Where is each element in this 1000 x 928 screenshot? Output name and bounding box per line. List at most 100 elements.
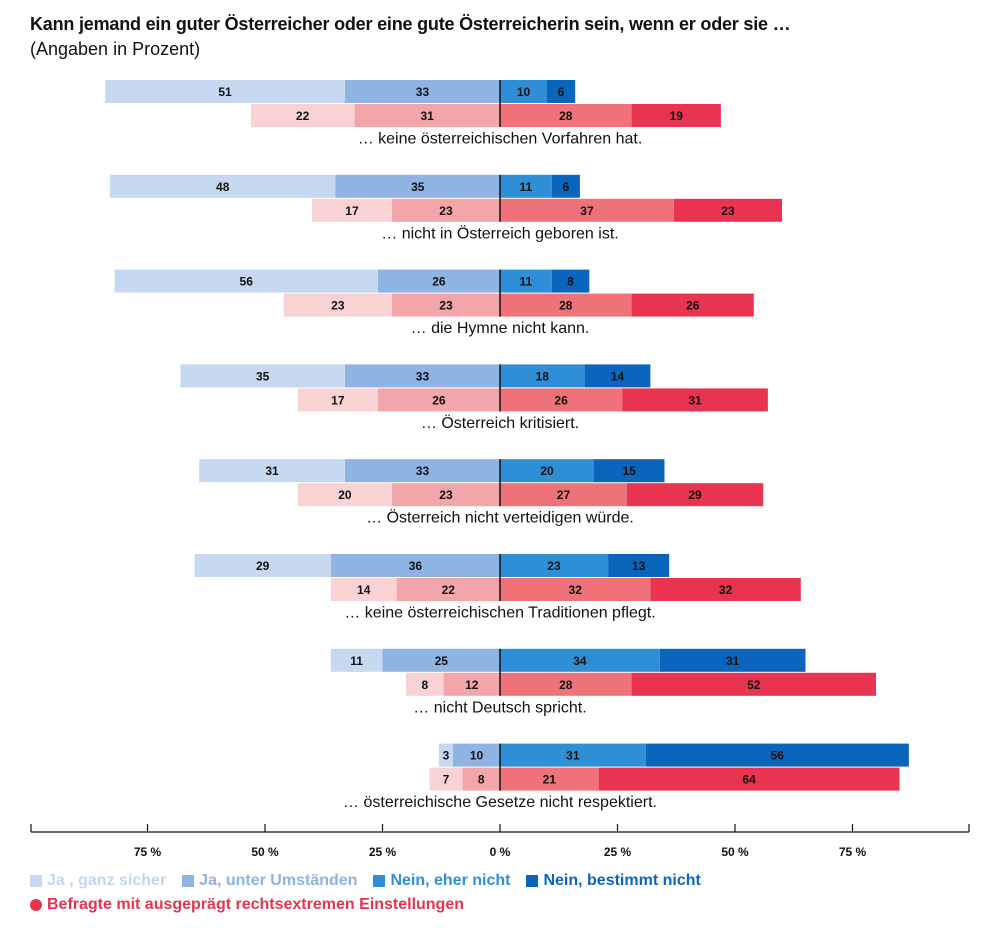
bar-rechtsextrem-nein-eher-nicht-4 bbox=[500, 388, 623, 412]
bar-all-nein-eher-nicht-1 bbox=[500, 80, 547, 103]
bar-rechtsextrem-nein-bestimmt-nicht-5 bbox=[626, 483, 764, 507]
x-tick-label-5: 25 % bbox=[604, 845, 632, 859]
bar-label-rechtsextrem-nein-eher-nicht-3: 28 bbox=[559, 299, 573, 313]
bar-label-all-ja-ganz-sicher-1: 51 bbox=[218, 85, 232, 99]
bar-all-ja-unter-umstaenden-5 bbox=[344, 459, 500, 483]
bar-all-nein-bestimmt-nicht-6 bbox=[608, 554, 670, 577]
category-label-1: … keine österreichischen Vorfahren hat. bbox=[358, 131, 643, 148]
bar-label-rechtsextrem-ja-ganz-sicher-8: 7 bbox=[443, 773, 450, 787]
bar-rechtsextrem-ja-ganz-sicher-7 bbox=[406, 672, 444, 696]
bar-rechtsextrem-nein-bestimmt-nicht-1 bbox=[631, 104, 721, 127]
bar-all-nein-bestimmt-nicht-8 bbox=[645, 743, 909, 767]
bar-label-all-ja-ganz-sicher-7: 11 bbox=[350, 654, 363, 668]
bar-rechtsextrem-nein-eher-nicht-2 bbox=[500, 198, 674, 222]
bar-all-nein-bestimmt-nicht-3 bbox=[551, 269, 590, 293]
x-tick-label-2: 50 % bbox=[251, 845, 279, 859]
bar-label-rechtsextrem-nein-bestimmt-nicht-5: 29 bbox=[688, 488, 702, 502]
bar-all-ja-ganz-sicher-8 bbox=[438, 743, 453, 767]
bar-label-all-nein-eher-nicht-7: 34 bbox=[573, 654, 587, 668]
bar-label-all-nein-bestimmt-nicht-2: 6 bbox=[562, 180, 569, 194]
bar-rechtsextrem-ja-unter-umstaenden-6 bbox=[396, 578, 500, 601]
legend: Ja , ganz sicher Ja, unter Umständen Nei… bbox=[30, 870, 990, 918]
bar-label-all-nein-bestimmt-nicht-4: 14 bbox=[611, 369, 625, 383]
bar-label-rechtsextrem-nein-bestimmt-nicht-7: 52 bbox=[747, 678, 761, 692]
bar-rechtsextrem-nein-eher-nicht-3 bbox=[500, 293, 632, 317]
bar-rechtsextrem-nein-eher-nicht-6 bbox=[500, 578, 651, 601]
bar-label-all-ja-ganz-sicher-3: 56 bbox=[240, 275, 254, 289]
bar-rechtsextrem-nein-bestimmt-nicht-7 bbox=[631, 672, 876, 696]
bar-all-ja-ganz-sicher-6 bbox=[194, 554, 331, 577]
bar-label-rechtsextrem-ja-unter-umstaenden-6: 22 bbox=[442, 583, 456, 597]
bar-label-all-ja-ganz-sicher-5: 31 bbox=[265, 464, 279, 478]
bar-label-rechtsextrem-nein-bestimmt-nicht-6: 32 bbox=[719, 583, 733, 597]
bar-label-all-ja-ganz-sicher-4: 35 bbox=[256, 369, 270, 383]
bar-rechtsextrem-ja-ganz-sicher-2 bbox=[312, 198, 392, 222]
legend-swatch-nein-bestimmt-nicht bbox=[526, 875, 539, 887]
x-tick-label-7: 75 % bbox=[839, 845, 867, 859]
bar-label-all-ja-ganz-sicher-2: 48 bbox=[216, 180, 230, 194]
bar-label-all-ja-ganz-sicher-8: 3 bbox=[443, 749, 450, 763]
bar-all-ja-unter-umstaenden-8 bbox=[453, 743, 500, 767]
legend-label-nein-bestimmt-nicht: Nein, bestimmt nicht bbox=[543, 872, 701, 889]
bar-rechtsextrem-nein-eher-nicht-7 bbox=[500, 672, 632, 696]
bar-label-rechtsextrem-ja-ganz-sicher-6: 14 bbox=[357, 583, 371, 597]
bar-all-ja-ganz-sicher-2 bbox=[109, 174, 336, 198]
legend-label-ja-unter-umstaenden: Ja, unter Umständen bbox=[199, 872, 358, 889]
bar-rechtsextrem-ja-ganz-sicher-3 bbox=[283, 293, 392, 317]
category-label-6: … keine österreichischen Traditionen pfl… bbox=[344, 605, 655, 622]
bar-all-nein-bestimmt-nicht-7 bbox=[659, 648, 806, 672]
bar-all-nein-eher-nicht-3 bbox=[500, 269, 552, 293]
legend-swatch-ja-unter-umstaenden bbox=[182, 875, 195, 887]
bar-all-nein-bestimmt-nicht-1 bbox=[547, 80, 576, 103]
bar-rechtsextrem-ja-ganz-sicher-8 bbox=[429, 767, 463, 791]
bar-all-nein-bestimmt-nicht-2 bbox=[551, 174, 580, 198]
bar-label-rechtsextrem-ja-unter-umstaenden-3: 23 bbox=[439, 299, 453, 313]
bar-label-all-ja-unter-umstaenden-5: 33 bbox=[416, 464, 430, 478]
chart-title: Kann jemand ein guter Österreicher oder … bbox=[30, 14, 791, 34]
bar-label-rechtsextrem-nein-bestimmt-nicht-8: 64 bbox=[742, 773, 756, 787]
category-label-2: … nicht in Österreich geboren ist. bbox=[381, 224, 618, 242]
legend-item-nein-bestimmt-nicht: Nein, bestimmt nicht bbox=[526, 872, 701, 890]
bar-rechtsextrem-ja-unter-umstaenden-8 bbox=[462, 767, 500, 791]
bar-rechtsextrem-ja-ganz-sicher-6 bbox=[330, 578, 397, 601]
bar-rechtsextrem-ja-unter-umstaenden-7 bbox=[443, 672, 500, 696]
bar-label-rechtsextrem-nein-bestimmt-nicht-4: 31 bbox=[688, 393, 702, 407]
bar-all-nein-eher-nicht-2 bbox=[500, 174, 552, 198]
bar-all-nein-eher-nicht-4 bbox=[500, 364, 585, 388]
category-label-4: … Österreich kritisiert. bbox=[421, 414, 579, 432]
bar-label-rechtsextrem-ja-unter-umstaenden-4: 26 bbox=[432, 393, 446, 407]
bar-all-nein-bestimmt-nicht-5 bbox=[594, 459, 665, 483]
bar-label-all-nein-eher-nicht-5: 20 bbox=[540, 464, 554, 478]
bar-label-all-nein-bestimmt-nicht-5: 15 bbox=[623, 464, 637, 478]
bar-rechtsextrem-ja-unter-umstaenden-2 bbox=[391, 198, 500, 222]
bar-label-all-ja-unter-umstaenden-2: 35 bbox=[411, 180, 425, 194]
category-label-3: … die Hymne nicht kann. bbox=[411, 320, 590, 337]
bar-all-ja-unter-umstaenden-1 bbox=[344, 80, 500, 103]
bar-label-rechtsextrem-nein-eher-nicht-6: 32 bbox=[569, 583, 583, 597]
x-tick-label-4: 0 % bbox=[490, 845, 511, 859]
bar-all-ja-ganz-sicher-7 bbox=[330, 648, 383, 672]
bar-rechtsextrem-nein-bestimmt-nicht-4 bbox=[622, 388, 768, 412]
bar-label-rechtsextrem-nein-eher-nicht-7: 28 bbox=[559, 678, 573, 692]
bar-label-all-ja-unter-umstaenden-6: 36 bbox=[409, 559, 423, 573]
bar-label-rechtsextrem-nein-eher-nicht-5: 27 bbox=[557, 488, 571, 502]
bar-all-ja-ganz-sicher-3 bbox=[114, 269, 378, 293]
bar-label-rechtsextrem-ja-unter-umstaenden-8: 8 bbox=[478, 773, 485, 787]
bar-rechtsextrem-nein-eher-nicht-8 bbox=[500, 767, 599, 791]
bar-rechtsextrem-nein-bestimmt-nicht-8 bbox=[598, 767, 900, 791]
bar-all-nein-bestimmt-nicht-4 bbox=[584, 364, 651, 388]
bar-label-all-nein-eher-nicht-2: 11 bbox=[520, 180, 533, 194]
bar-label-all-ja-unter-umstaenden-4: 33 bbox=[416, 369, 430, 383]
bar-label-rechtsextrem-ja-ganz-sicher-3: 23 bbox=[331, 299, 345, 313]
bar-label-rechtsextrem-nein-bestimmt-nicht-1: 19 bbox=[670, 109, 684, 123]
bar-label-all-nein-eher-nicht-6: 23 bbox=[547, 559, 561, 573]
chart-subtitle: (Angaben in Prozent) bbox=[30, 39, 201, 59]
bar-all-ja-unter-umstaenden-6 bbox=[330, 554, 500, 577]
bar-label-all-ja-unter-umstaenden-8: 10 bbox=[470, 749, 484, 763]
bar-label-all-nein-eher-nicht-1: 10 bbox=[517, 85, 531, 99]
bar-label-rechtsextrem-nein-bestimmt-nicht-2: 23 bbox=[721, 204, 735, 218]
bar-label-all-nein-eher-nicht-3: 11 bbox=[520, 275, 533, 289]
bar-all-nein-eher-nicht-6 bbox=[500, 554, 609, 577]
bar-label-all-ja-unter-umstaenden-3: 26 bbox=[432, 275, 446, 289]
bar-all-ja-unter-umstaenden-2 bbox=[335, 174, 500, 198]
